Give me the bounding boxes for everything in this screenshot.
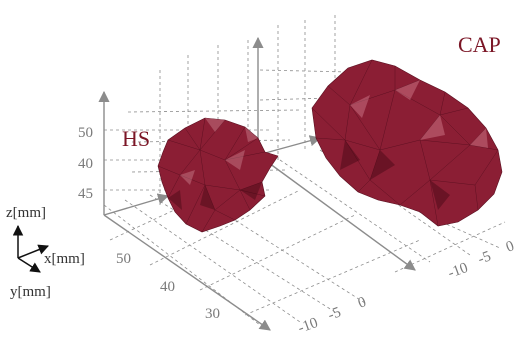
x-axis-label: x[mm] — [44, 251, 85, 267]
z-tick: 40 — [78, 156, 93, 172]
z-tick: 45 — [78, 186, 93, 202]
cap-label: CAP — [458, 32, 501, 57]
y-tick: 40 — [160, 279, 175, 295]
hs-tumor-mesh — [157, 117, 279, 233]
z-tick: 50 — [78, 125, 93, 141]
x-tick: -5 — [476, 248, 493, 267]
x-tick: -5 — [326, 304, 343, 323]
x-tick: 0 — [504, 238, 517, 256]
x-arrow-icon — [17, 244, 49, 259]
y-axis-ticks: 50 40 30 — [116, 251, 220, 322]
y-axis-label: y[mm] — [10, 284, 51, 300]
y-tick: 50 — [116, 251, 131, 267]
coordinate-triad: z[mm] x[mm] y[mm] — [6, 205, 85, 300]
z-axis-label: z[mm] — [6, 205, 46, 221]
cap-tumor-mesh — [311, 59, 503, 227]
axis-lines — [98, 36, 416, 331]
x-axis-ticks-front: -10 -5 0 — [296, 294, 369, 337]
hs-label: HS — [122, 126, 150, 151]
y-arrow-icon — [17, 257, 41, 273]
x-tick: 0 — [356, 294, 369, 312]
x-tick: -10 — [446, 260, 470, 282]
x-tick: -10 — [296, 315, 320, 337]
x-axis-ticks-back: -10 -5 0 — [446, 238, 517, 282]
y-tick: 30 — [205, 306, 220, 322]
z-axis-ticks: 50 40 45 — [78, 125, 93, 202]
